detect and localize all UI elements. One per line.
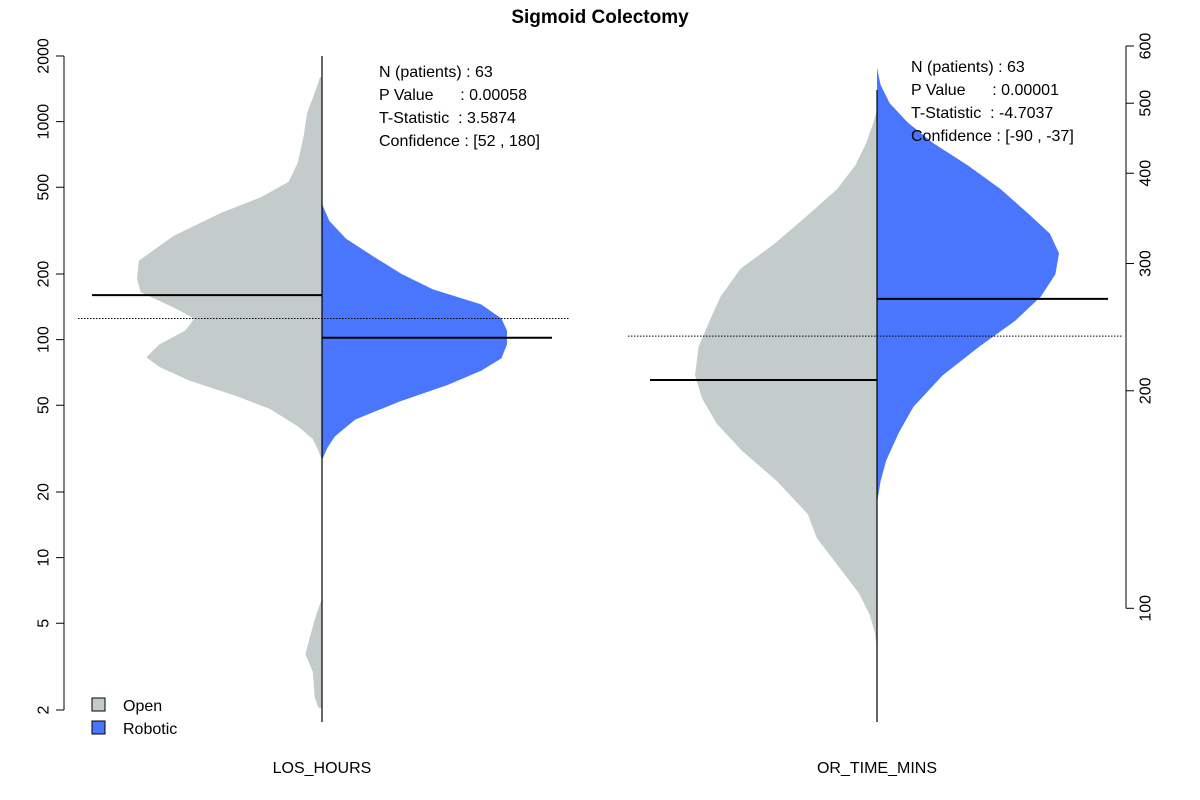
y-tick-label: 20 (36, 483, 53, 501)
y-tick-label: 2 (36, 705, 53, 714)
y-tick-label: 100 (1138, 595, 1155, 622)
violin-robotic-or-time-mins (877, 67, 1059, 503)
y-tick-label: 10 (36, 549, 53, 567)
stats-line: N (patients) : 63 (379, 64, 493, 81)
y-tick-label: 500 (36, 174, 53, 201)
chart-title: Sigmoid Colectomy (511, 7, 689, 28)
y-tick-label: 600 (1138, 33, 1155, 60)
stats-line: T-Statistic : -4.7037 (911, 105, 1053, 122)
y-tick-label: 300 (1138, 250, 1155, 277)
x-label-los-hours: LOS_HOURS (273, 760, 372, 777)
y-tick-label: 5 (36, 619, 53, 628)
violin-open-los-hours (137, 77, 322, 708)
legend-swatch-robotic (91, 720, 106, 735)
legend-label-open: Open (123, 698, 162, 715)
y-tick-label: 400 (1138, 160, 1155, 187)
stats-line: P Value : 0.00058 (379, 87, 527, 104)
y-tick-label: 2000 (36, 38, 53, 74)
y-tick-label: 50 (36, 396, 53, 414)
panel-los-hours: 2 5 10 20 50 100 200 500 1000 2000 N (patients) : … (36, 38, 570, 722)
panel-or-time-mins: 100 200 300 400 500 600 N (patients) : 63 P Val… (628, 33, 1155, 722)
y-tick-label: 200 (36, 261, 53, 288)
y-tick-label: 100 (36, 326, 53, 353)
legend: Open Robotic (91, 697, 177, 738)
legend-label-robotic: Robotic (123, 721, 177, 738)
stats-line: Confidence : [52 , 180] (379, 133, 540, 150)
y-tick-label: 1000 (36, 104, 53, 140)
violin-robotic-los-hours (322, 203, 507, 461)
y-tick-label: 200 (1138, 377, 1155, 404)
stats-line: Confidence : [-90 , -37] (911, 128, 1074, 145)
stats-line: N (patients) : 63 (911, 59, 1025, 76)
stats-line: T-Statistic : 3.5874 (379, 110, 516, 127)
stats-line: P Value : 0.00001 (911, 82, 1059, 99)
x-label-or-time-mins: OR_TIME_MINS (817, 760, 937, 777)
y-tick-label: 500 (1138, 90, 1155, 117)
legend-swatch-open (91, 697, 106, 712)
